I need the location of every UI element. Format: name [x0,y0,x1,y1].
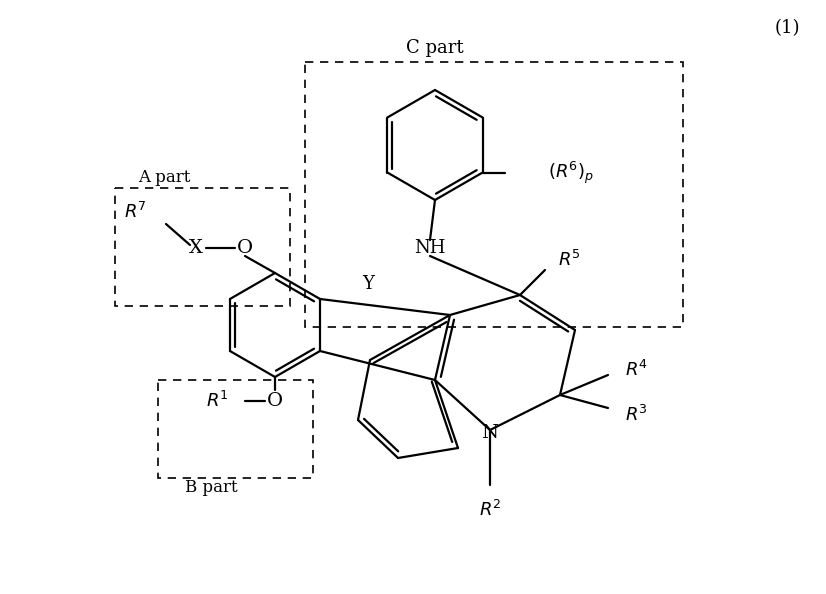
Text: $R^3$: $R^3$ [625,405,648,425]
Text: Y: Y [362,275,374,293]
Text: $R^7$: $R^7$ [125,202,147,222]
Text: $R^1$: $R^1$ [206,391,229,411]
Text: O: O [237,239,253,257]
Bar [158,380,313,478]
Text: N: N [482,424,499,442]
Text: $R^5$: $R^5$ [558,250,581,270]
Text: C part: C part [406,39,464,57]
Text: $R^4$: $R^4$ [625,360,648,380]
Bar [305,62,683,327]
Text: (1): (1) [775,19,800,37]
Text: O: O [267,392,283,410]
Text: $(R^6)_p$: $(R^6)_p$ [548,159,594,186]
Text: B part: B part [185,479,238,497]
Text: X: X [189,239,203,257]
Text: $R^2$: $R^2$ [479,500,501,520]
Text: NH: NH [415,239,446,257]
Text: A part: A part [138,169,190,187]
Bar [115,188,290,306]
